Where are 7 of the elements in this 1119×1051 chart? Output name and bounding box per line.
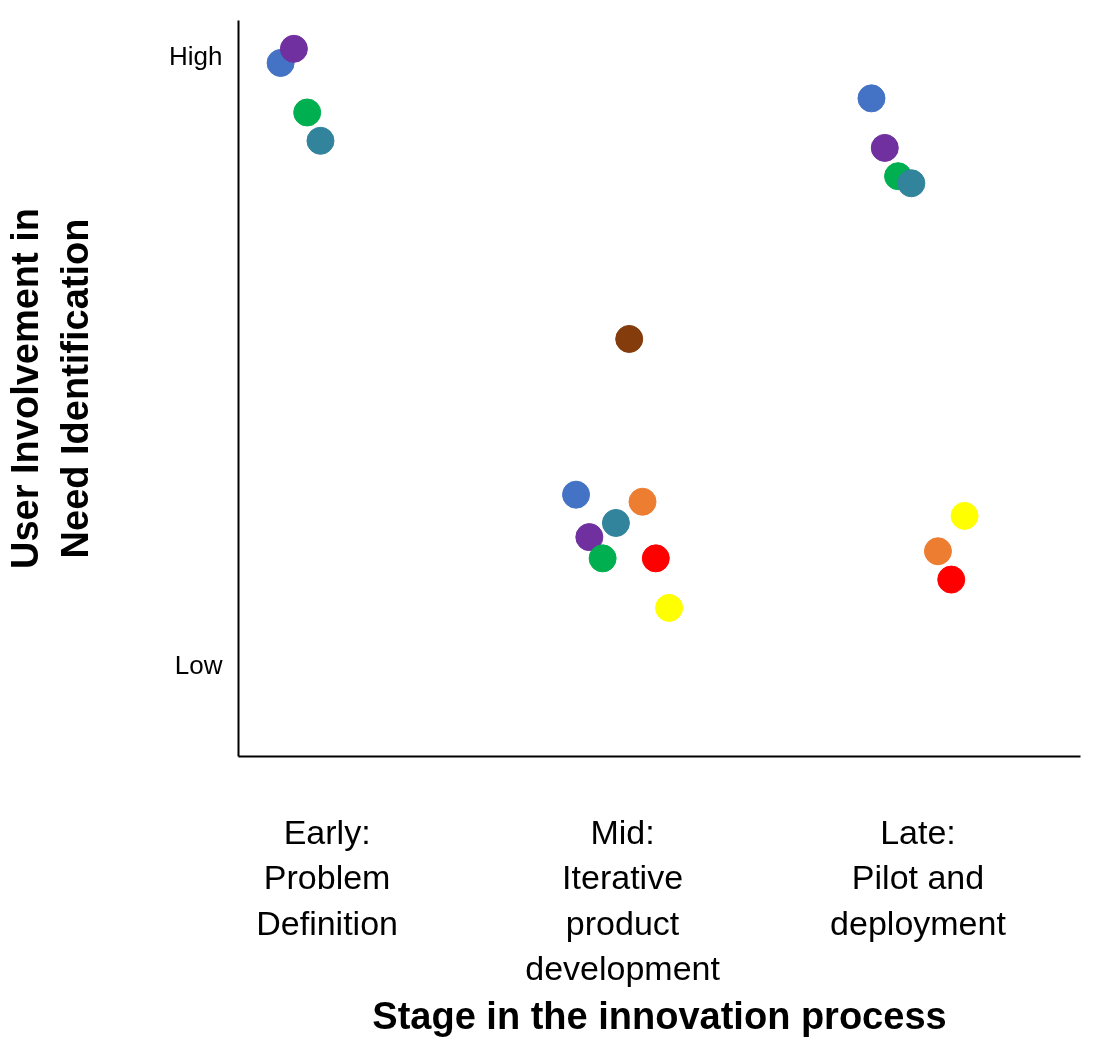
x-tick-label: Mid: Iterative product development (525, 812, 721, 988)
text: High (169, 40, 223, 71)
x-tick-label: Late: Pilot and deployment (830, 812, 1007, 942)
y-axis-title: User Involvement in Need Identification (3, 207, 97, 570)
x-tick-label: Early: Problem Definition (256, 812, 399, 942)
text: Low (174, 649, 223, 680)
x-axis-title: Stage in the innovation process (372, 995, 947, 1038)
